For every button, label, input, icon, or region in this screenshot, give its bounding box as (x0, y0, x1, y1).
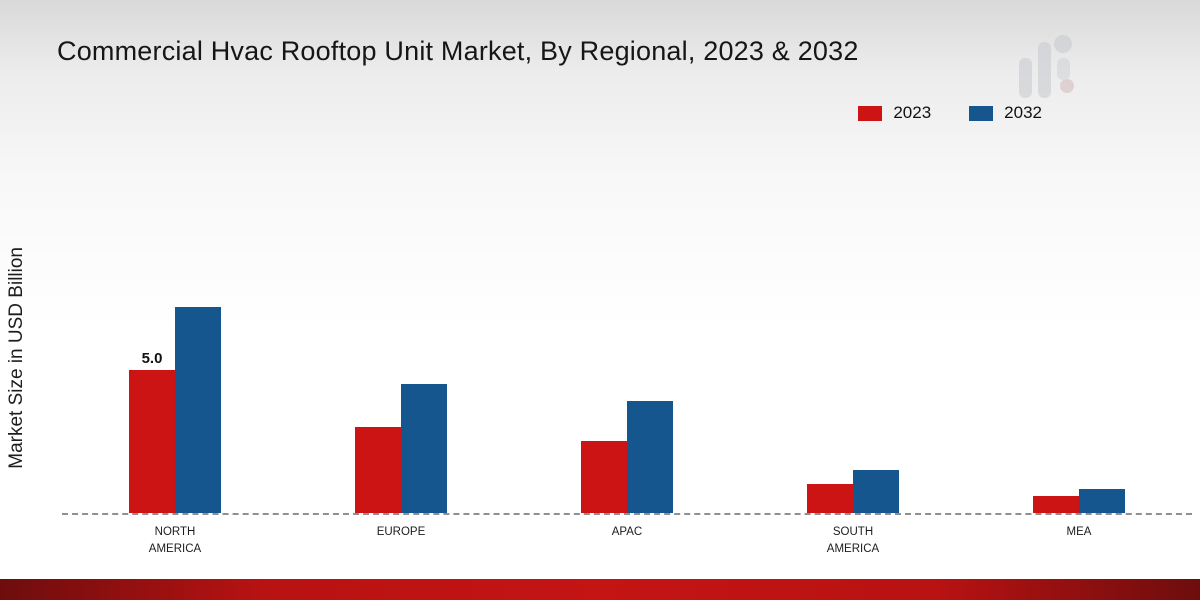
bar-group-south-america: SOUTH AMERICA (807, 470, 899, 555)
category-label-south-america: SOUTH AMERICA (826, 526, 880, 556)
plot-area: 5.0 NORTH AMERICA EUROPE APAC SOUTH AMERICA M… (62, 213, 1192, 555)
bar-2023-north-america: 5.0 (129, 350, 175, 513)
bar-2032-europe (401, 384, 447, 513)
category-label-europe: EUROPE (376, 526, 426, 538)
bar-2032-south-america (853, 470, 899, 513)
legend-swatch-2023 (858, 105, 883, 121)
y-axis-label: Market Size in USD Billion (6, 246, 27, 469)
bar-2023-europe (355, 427, 401, 513)
bar-2023-apac (581, 441, 627, 513)
bar-value-label: 5.0 (141, 350, 163, 367)
bar-group-apac: APAC (581, 401, 673, 538)
bar-2023-mea (1033, 496, 1079, 513)
category-label-apac: APAC (611, 526, 643, 538)
watermark-logo-icon (1005, 28, 1085, 113)
bar-group-mea: MEA (1033, 489, 1125, 538)
legend-item-2032: 2032 (969, 103, 1042, 123)
legend-label-2032: 2032 (1004, 103, 1042, 122)
legend-label-2023: 2023 (893, 103, 932, 122)
bar-group-europe: EUROPE (355, 384, 447, 538)
bar-2032-mea (1079, 489, 1125, 513)
bar-2032-north-america (175, 307, 221, 513)
bar-2032-apac (627, 401, 673, 513)
bar-group-north-america: 5.0 NORTH AMERICA (129, 307, 221, 555)
chart-legend: 2023 2032 (858, 103, 1042, 123)
legend-swatch-2032 (969, 105, 994, 121)
y-axis-label-wrap: Market Size in USD Billion (6, 195, 28, 520)
category-label-north-america: NORTH AMERICA (148, 526, 202, 556)
legend-item-2023: 2023 (858, 103, 931, 123)
category-label-mea: MEA (1066, 526, 1092, 538)
footer-brand-strip (0, 579, 1200, 600)
chart-title: Commercial Hvac Rooftop Unit Market, By … (57, 36, 859, 66)
bar-2023-south-america (807, 484, 853, 513)
